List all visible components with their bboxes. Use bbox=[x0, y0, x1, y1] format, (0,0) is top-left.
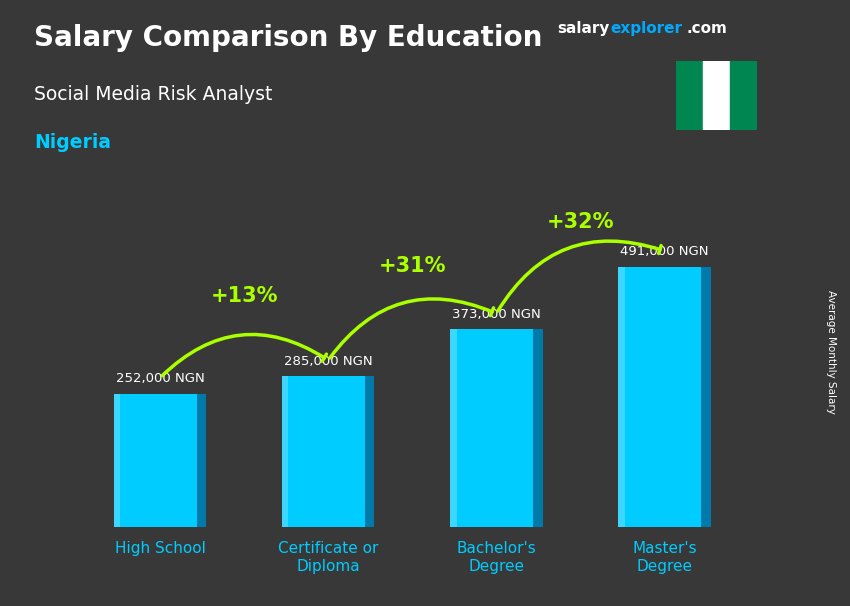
Text: 373,000 NGN: 373,000 NGN bbox=[452, 308, 541, 321]
Text: 252,000 NGN: 252,000 NGN bbox=[116, 372, 205, 385]
Bar bbox=[533, 330, 542, 527]
Text: Social Media Risk Analyst: Social Media Risk Analyst bbox=[34, 85, 272, 104]
Bar bbox=[729, 61, 756, 130]
Bar bbox=[618, 267, 625, 527]
Text: Nigeria: Nigeria bbox=[34, 133, 111, 152]
Text: 285,000 NGN: 285,000 NGN bbox=[284, 355, 372, 368]
Text: explorer: explorer bbox=[610, 21, 683, 36]
Bar bbox=[282, 376, 288, 527]
Bar bbox=[114, 394, 207, 527]
Text: Average Monthly Salary: Average Monthly Salary bbox=[826, 290, 836, 413]
Bar bbox=[450, 330, 542, 527]
Text: 491,000 NGN: 491,000 NGN bbox=[620, 245, 709, 258]
Text: +13%: +13% bbox=[211, 287, 278, 307]
Text: .com: .com bbox=[687, 21, 728, 36]
Bar bbox=[618, 267, 711, 527]
Bar bbox=[366, 376, 375, 527]
Bar bbox=[114, 394, 121, 527]
Bar bbox=[282, 376, 375, 527]
Bar bbox=[450, 330, 456, 527]
Bar bbox=[676, 61, 703, 130]
Text: +32%: +32% bbox=[547, 211, 614, 232]
Text: salary: salary bbox=[557, 21, 609, 36]
Text: +31%: +31% bbox=[378, 256, 446, 276]
Text: Salary Comparison By Education: Salary Comparison By Education bbox=[34, 24, 542, 52]
Bar bbox=[197, 394, 207, 527]
Bar bbox=[701, 267, 711, 527]
Bar bbox=[703, 61, 729, 130]
